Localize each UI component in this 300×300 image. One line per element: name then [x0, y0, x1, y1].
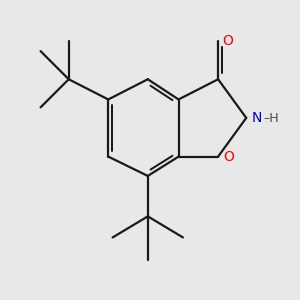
Text: N: N	[251, 111, 262, 125]
Text: O: O	[223, 34, 233, 48]
Text: –H: –H	[263, 112, 279, 125]
Text: O: O	[224, 150, 234, 164]
